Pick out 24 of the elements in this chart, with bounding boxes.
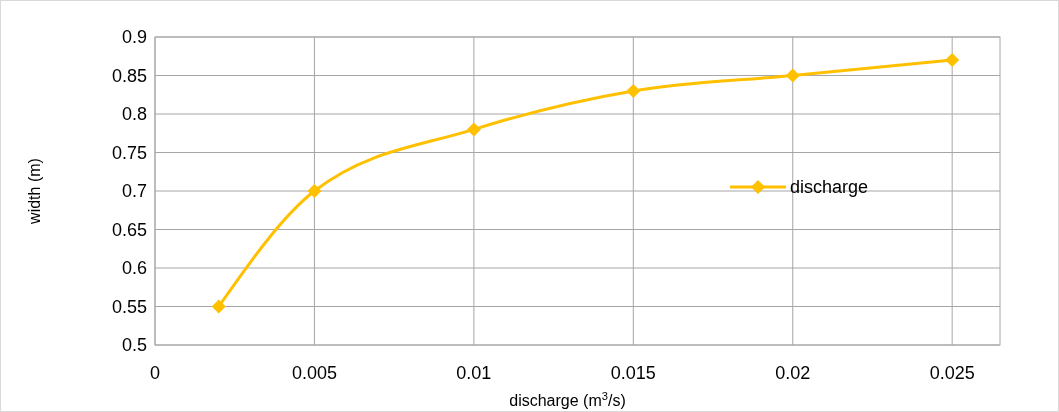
y-tick-label: 0.85 <box>111 65 147 86</box>
y-tick-label: 0.5 <box>121 335 147 356</box>
y-tick-label: 0.55 <box>111 296 147 317</box>
y-tick-label: 0.65 <box>111 219 147 240</box>
point <box>626 83 641 98</box>
y-axis-title: width (m) <box>26 158 43 225</box>
point <box>466 122 481 137</box>
point <box>945 53 960 68</box>
x-tick-label: 0.005 <box>291 363 337 383</box>
point <box>785 68 800 83</box>
y-tick-label: 0.8 <box>121 104 147 125</box>
x-tick-label: 0.025 <box>929 363 975 383</box>
point <box>211 299 226 314</box>
x-axis-title: discharge (m$^{3}$/s) <box>509 390 626 409</box>
x-tick-label: 0.015 <box>610 363 656 383</box>
x-tick-label: 0 <box>149 363 161 383</box>
y-tick-label: 0.7 <box>121 181 147 202</box>
y-tick-label: 0.6 <box>121 258 147 279</box>
point <box>307 184 322 198</box>
y-tick-label: 0.9 <box>121 27 147 48</box>
x-tick-label: 0.02 <box>775 363 811 383</box>
x-tick-label: 0.01 <box>456 363 492 383</box>
legend-label: discharge <box>790 177 869 198</box>
y-tick-label: 0.75 <box>111 142 147 163</box>
